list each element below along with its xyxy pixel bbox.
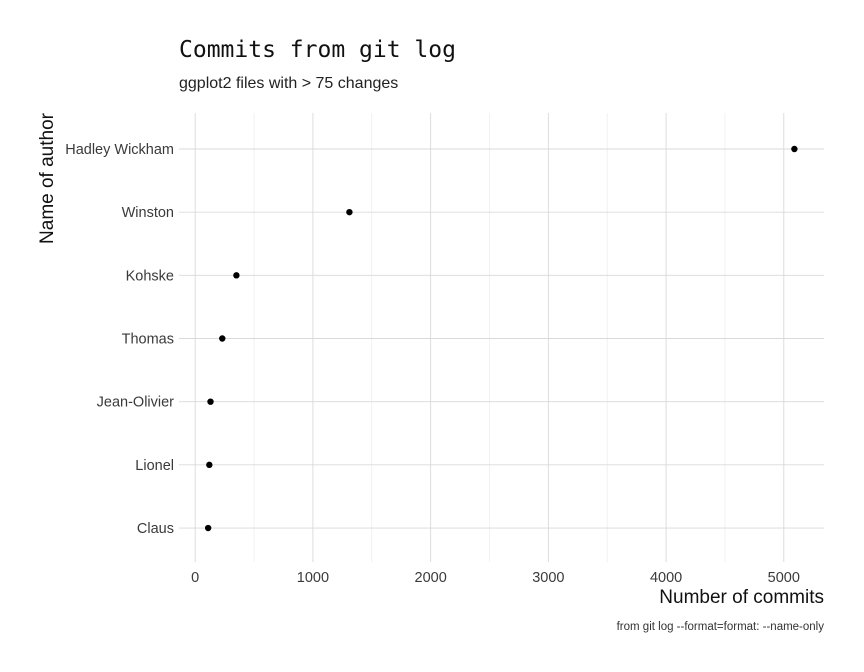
data-point xyxy=(206,461,213,469)
y-tick-labels: Hadley Wickham Winston Kohske Thomas Jean-Ol… xyxy=(65,142,174,537)
x-tick-label: 2000 xyxy=(415,570,447,586)
data-points xyxy=(204,145,798,532)
chart-caption: from git log --format=format: --name-onl… xyxy=(617,621,825,633)
x-axis-title: Number of commits xyxy=(659,587,824,608)
y-tick-label: Kohske xyxy=(126,268,174,284)
y-tick-label: Claus xyxy=(137,521,174,537)
y-tick-label: Hadley Wickham xyxy=(65,142,174,158)
y-tick-label: Jean-Olivier xyxy=(97,395,175,411)
y-tick-label: Lionel xyxy=(135,458,174,474)
data-point xyxy=(346,208,353,216)
x-tick-labels: 0 1000 2000 3000 4000 5000 xyxy=(191,570,800,586)
x-tick-label: 0 xyxy=(191,570,199,586)
data-point xyxy=(233,272,240,279)
x-tick-label: 4000 xyxy=(650,570,682,586)
data-point xyxy=(207,398,214,405)
y-axis-title: Name of author xyxy=(37,112,58,244)
data-point xyxy=(219,335,226,342)
grid xyxy=(179,113,824,562)
data-point xyxy=(204,524,212,532)
chart-subtitle: ggplot2 files with > 75 changes xyxy=(179,75,398,92)
data-point xyxy=(791,145,798,153)
y-tick-label: Thomas xyxy=(122,332,174,348)
x-tick-label: 5000 xyxy=(768,570,800,586)
x-tick-label: 3000 xyxy=(532,570,564,586)
chart-title: Commits from git log xyxy=(179,37,456,63)
x-tick-label: 1000 xyxy=(297,570,329,586)
y-tick-label: Winston xyxy=(122,205,174,221)
